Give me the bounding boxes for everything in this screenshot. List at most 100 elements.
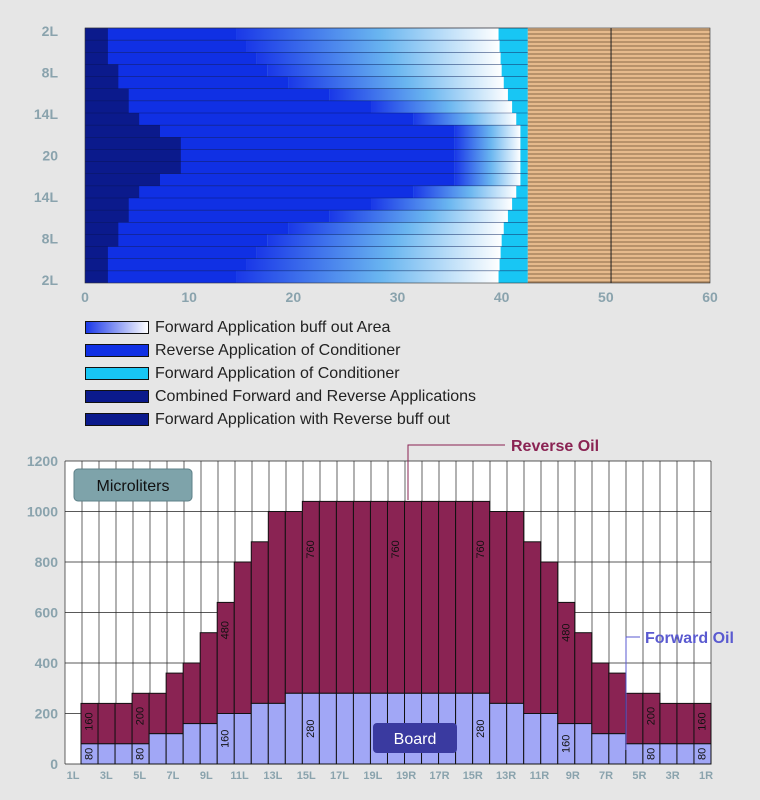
forward-oil-bar [199,723,218,765]
stacked-bar [131,692,150,765]
x-tick-label: 0 [81,289,89,305]
x-tick-label: 11R [530,770,550,782]
bar-value-label: 160 [560,735,572,753]
spray-row [85,197,528,211]
x-tick-label: 9L [200,770,213,782]
legend-label: Forward Application buff out Area [155,318,391,336]
forward-oil-bar [352,692,371,765]
x-tick-label: 30 [390,289,406,305]
forward-oil-bar [267,702,286,765]
bar-value-label: 760 [390,540,402,558]
buff-area-bar [454,161,521,174]
microliters-label: Microliters [97,478,170,495]
forward-oil-bar [284,692,303,765]
reverse-oil-bar [404,500,423,694]
y-tick-label: 800 [35,554,59,570]
buff-area-bar [267,234,502,247]
combined-bar [85,185,140,198]
board-stripes [527,29,710,283]
reverse-oil-bar [574,632,593,725]
x-tick-label: 10 [181,289,197,305]
legend-swatch-combined [85,390,149,403]
combined-bar [85,100,129,113]
stacked-bar [625,692,644,765]
reverse-conditioner-bar [85,173,455,186]
stacked-bar [284,511,303,765]
buff-area-bar [288,76,504,89]
forward-oil-bar [250,702,269,765]
microliters-box [73,468,193,502]
combined-bar [85,76,119,89]
reverse-conditioner-bar [85,100,372,113]
forward-oil-bar [625,743,644,765]
combined-bar [85,125,160,138]
bar-value-label: 760 [305,540,317,558]
reverse-oil-bar [608,672,627,735]
x-tick-label: 9R [566,770,580,782]
buff-area-bar [236,28,499,41]
forward-oil-bar [489,702,508,765]
x-tick-label: 13R [496,770,516,782]
stacked-bar [574,632,593,765]
combined-bar [85,88,129,101]
stacked-bar [506,511,525,765]
buff-area-bar [256,52,501,65]
combined-bar [85,52,108,65]
forward-oil-bar [455,692,474,765]
reverse-oil-bar [216,601,235,714]
forward-oil-bar [591,733,610,765]
reverse-oil-bar [659,702,678,745]
x-tick-label: 60 [702,289,718,305]
board-box [373,723,457,753]
spray-row [85,209,528,223]
spray-row [85,124,528,138]
buff-area-bar [288,222,504,235]
combined-bar [85,222,119,235]
reverse-oil-bar [335,500,354,694]
bar-value-label: 200 [645,707,657,725]
reverse-conditioner-bar [85,64,268,77]
legend-label: Forward Application with Reverse buff ou… [155,410,450,428]
y-tick-label: 8L [42,231,59,247]
spray-row [85,100,528,113]
buff-area-bar [454,137,521,150]
buff-area-bar [267,64,502,77]
forward-oil-bar [182,723,201,765]
combined-bar [85,258,108,271]
x-tick-label: 7R [599,770,613,782]
y-tick-label: 400 [35,655,59,671]
stacked-bar [335,500,354,765]
x-tick-label: 19R [396,770,416,782]
buff-area-bar [371,100,513,113]
bar-value-label: 80 [135,748,147,760]
spray-row [85,246,528,259]
spray-row [85,136,528,150]
reverse-conditioner-bar [85,222,289,235]
forward-oil-bar [148,733,167,765]
stacked-bar [693,702,712,765]
reverse-oil-bar [233,561,252,714]
stacked-bar [608,672,627,765]
forward-oil-bar [523,713,542,765]
stacked-bar [591,662,610,765]
forward-oil-bar [574,723,593,765]
spray-row [85,39,528,53]
reverse-conditioner-bar [85,125,455,138]
combined-bar [85,234,119,247]
reverse-oil-bar [506,511,525,704]
reverse-conditioner-bar [85,270,237,283]
legend: Forward Application buff out Area Revers… [85,316,476,431]
forward-oil-bar [608,733,627,765]
x-tick-label: 20 [286,289,302,305]
x-tick-label: 11L [230,770,249,782]
legend-swatch-forward [85,367,149,380]
reverse-oil-bar [421,500,440,694]
stacked-bar [489,511,508,765]
combined-bar [85,137,181,150]
buff-area-bar [329,88,508,101]
bar-value-label: 160 [220,730,232,748]
buff-area-bar [413,185,517,198]
legend-label: Reverse Application of Conditioner [155,341,401,359]
reverse-oil-bar [472,500,491,694]
legend-swatch-forward-reverse-buff [85,413,149,426]
